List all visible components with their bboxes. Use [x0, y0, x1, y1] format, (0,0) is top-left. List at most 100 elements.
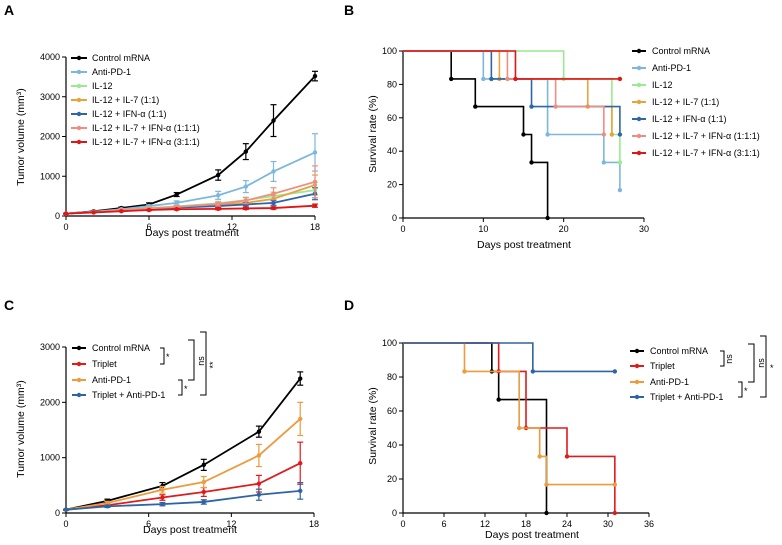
panel-b-y-tick-label: 0: [392, 213, 397, 223]
panel-c-data-point: [201, 479, 206, 485]
panel-c-data-point: [63, 507, 69, 512]
panel-b-series-il-12-il-7-1-1: [403, 50, 615, 137]
panel-c-data-point: [105, 504, 110, 509]
panel-c-x-tick-label: 18: [309, 519, 319, 529]
panel-b-event-point: [601, 160, 607, 165]
panel-d-x-tick-label: 36: [644, 519, 654, 529]
panel-c-data-point: [201, 499, 206, 505]
panel-label-a: A: [4, 2, 14, 18]
panel-a-data-point: [312, 179, 318, 185]
panel-b-x-tick-label: 20: [559, 224, 569, 234]
panel-d-series-triplet-anti-pd-1: [403, 342, 618, 374]
legend-b-il12-il7: IL-12 + IL-7 (1:1): [652, 97, 719, 107]
legend-c-anti-pd-1: Anti-PD-1: [92, 375, 131, 385]
panel-c-y-tick-label: 1000: [40, 453, 60, 463]
panel-d-x-tick-label: 30: [603, 519, 613, 529]
panel-a-x-tick-label: 6: [146, 222, 151, 232]
panel-b-event-point: [529, 160, 534, 165]
legend-a-il12-ifna: IL-12 + IFN-α (1:1): [92, 109, 166, 119]
panel-c-data-point: [201, 462, 206, 468]
panel-d-y-tick-label: 80: [387, 372, 397, 382]
panel-c-data-point: [160, 495, 165, 500]
panel-d-event-point: [544, 482, 549, 487]
panel-c-x-tick-label: 12: [226, 519, 236, 529]
panel-b-event-point: [505, 76, 510, 82]
panel-d-survival-chart: 0 6 12 18 24 30 36 0 20 40 60 80 100: [382, 338, 654, 529]
panel-label-b: B: [344, 2, 354, 18]
panel-c-data-point: [201, 489, 206, 495]
panel-d-x-axis-title: Days post treatment: [485, 529, 579, 541]
panel-b-series-anti-pd-1: [403, 50, 623, 193]
panel-b-curve-control-mrna: [403, 50, 549, 218]
panel-c-y-tick-label: 2000: [40, 397, 60, 407]
panel-a-data-point: [271, 191, 276, 196]
panel-d-event-point: [496, 397, 501, 402]
panel-d-event-point: [462, 369, 467, 374]
panel-a-y-tick-label: 1000: [40, 171, 60, 181]
panel-a-data-point: [174, 207, 179, 212]
panel-a-data-point: [271, 200, 276, 206]
panel-d-y-tick-label: 20: [387, 474, 397, 484]
panel-d-x-tick-label: 0: [400, 519, 405, 529]
panel-b-event-point: [473, 104, 478, 109]
panel-b-event-point: [617, 132, 623, 137]
legend-b-il-12: IL-12: [652, 80, 673, 90]
panel-a-data-point: [91, 210, 96, 215]
panel-a-y-tick-label: 0: [55, 211, 60, 221]
panel-c-series-triplet-anti-pd-1: [63, 481, 304, 512]
panel-c-y-axis-title: Tumor volume (mm³): [15, 380, 27, 478]
panel-b-x-tick-label: 30: [639, 224, 649, 234]
panel-b-event-point: [545, 215, 550, 221]
legend-a-triplet-111: IL-12 + IL-7 + IFN-α (1:1:1): [92, 123, 200, 133]
panel-c-line-triplet: [65, 462, 301, 511]
panel-c-x-tick-label: 0: [63, 519, 68, 529]
panel-d-event-point: [612, 369, 618, 374]
legend-b-anti-pd-1: Anti-PD-1: [652, 63, 691, 73]
legend-a-control-mrna: Control mRNA: [92, 53, 150, 63]
panel-b-event-point: [617, 187, 623, 193]
panel-a-data-point: [243, 206, 249, 211]
panel-d-series-anti-pd-1: [403, 342, 618, 487]
panel-a-data-point: [215, 172, 221, 178]
panel-d-legend: Control mRNA Triplet Anti-PD-1 Triplet +…: [630, 346, 723, 402]
panel-c-x-tick-label: 6: [146, 519, 151, 529]
panel-c-data-point: [160, 501, 165, 507]
sig-c-control-vs-antipd1: ns: [196, 356, 206, 366]
panel-d-event-point: [544, 510, 549, 516]
panel-b-series-il-12-il-7-ifn-3-1-1: [403, 50, 623, 82]
panel-d-series-triplet: [403, 342, 618, 516]
panel-b-series-il-12-ifn-1-1: [403, 50, 623, 137]
panel-c-data-point: [298, 416, 303, 422]
panel-a-data-point: [312, 150, 318, 155]
panel-b-event-point: [609, 132, 615, 137]
panel-a-data-point: [146, 207, 152, 213]
panel-c-data-point: [160, 487, 165, 492]
panel-b-y-tick-label: 40: [387, 146, 397, 156]
panel-b-x-axis-title: Days post treatment: [477, 239, 571, 251]
panel-a-tumor-volume-chart: 0 6 12 18 0 1000 2000 3000 4000: [40, 52, 320, 232]
panel-b-y-tick-label: 100: [382, 46, 397, 56]
panel-a-y-tick-label: 3000: [40, 92, 60, 102]
panel-d-x-tick-label: 6: [441, 519, 446, 529]
panel-c-line-triplet-anti-pd-1: [65, 489, 301, 511]
panel-b-y-tick-label: 60: [387, 113, 397, 123]
panel-a-data-point: [271, 169, 276, 174]
panel-a-y-tick-label: 4000: [40, 52, 60, 62]
panel-c-line-control-mrna: [65, 377, 301, 511]
panel-d-curve-anti-pd-1: [403, 342, 615, 486]
legend-b-triplet-111: IL-12 + IL-7 + IFN-α (1:1:1): [652, 131, 760, 141]
panel-label-d: D: [344, 297, 354, 313]
legend-c-control-mrna: Control mRNA: [92, 343, 150, 353]
panel-c-data-point: [298, 488, 303, 494]
legend-d-triplet-anti-pd-1: Triplet + Anti-PD-1: [650, 392, 723, 402]
panel-b-event-point: [617, 160, 623, 165]
panel-b-event-point: [481, 76, 486, 82]
legend-b-triplet-311: IL-12 + IL-7 + IFN-α (3:1:1): [652, 148, 760, 158]
legend-b-control-mrna: Control mRNA: [652, 46, 710, 56]
panel-a-x-tick-label: 0: [63, 222, 68, 232]
panel-a-line-anti-pd-1: [65, 151, 316, 215]
panel-b-event-point: [521, 132, 526, 137]
panel-c-tumor-volume-chart: 0 6 12 18 0 1000 2000 3000: [40, 342, 319, 529]
panel-c-data-point: [298, 461, 303, 466]
